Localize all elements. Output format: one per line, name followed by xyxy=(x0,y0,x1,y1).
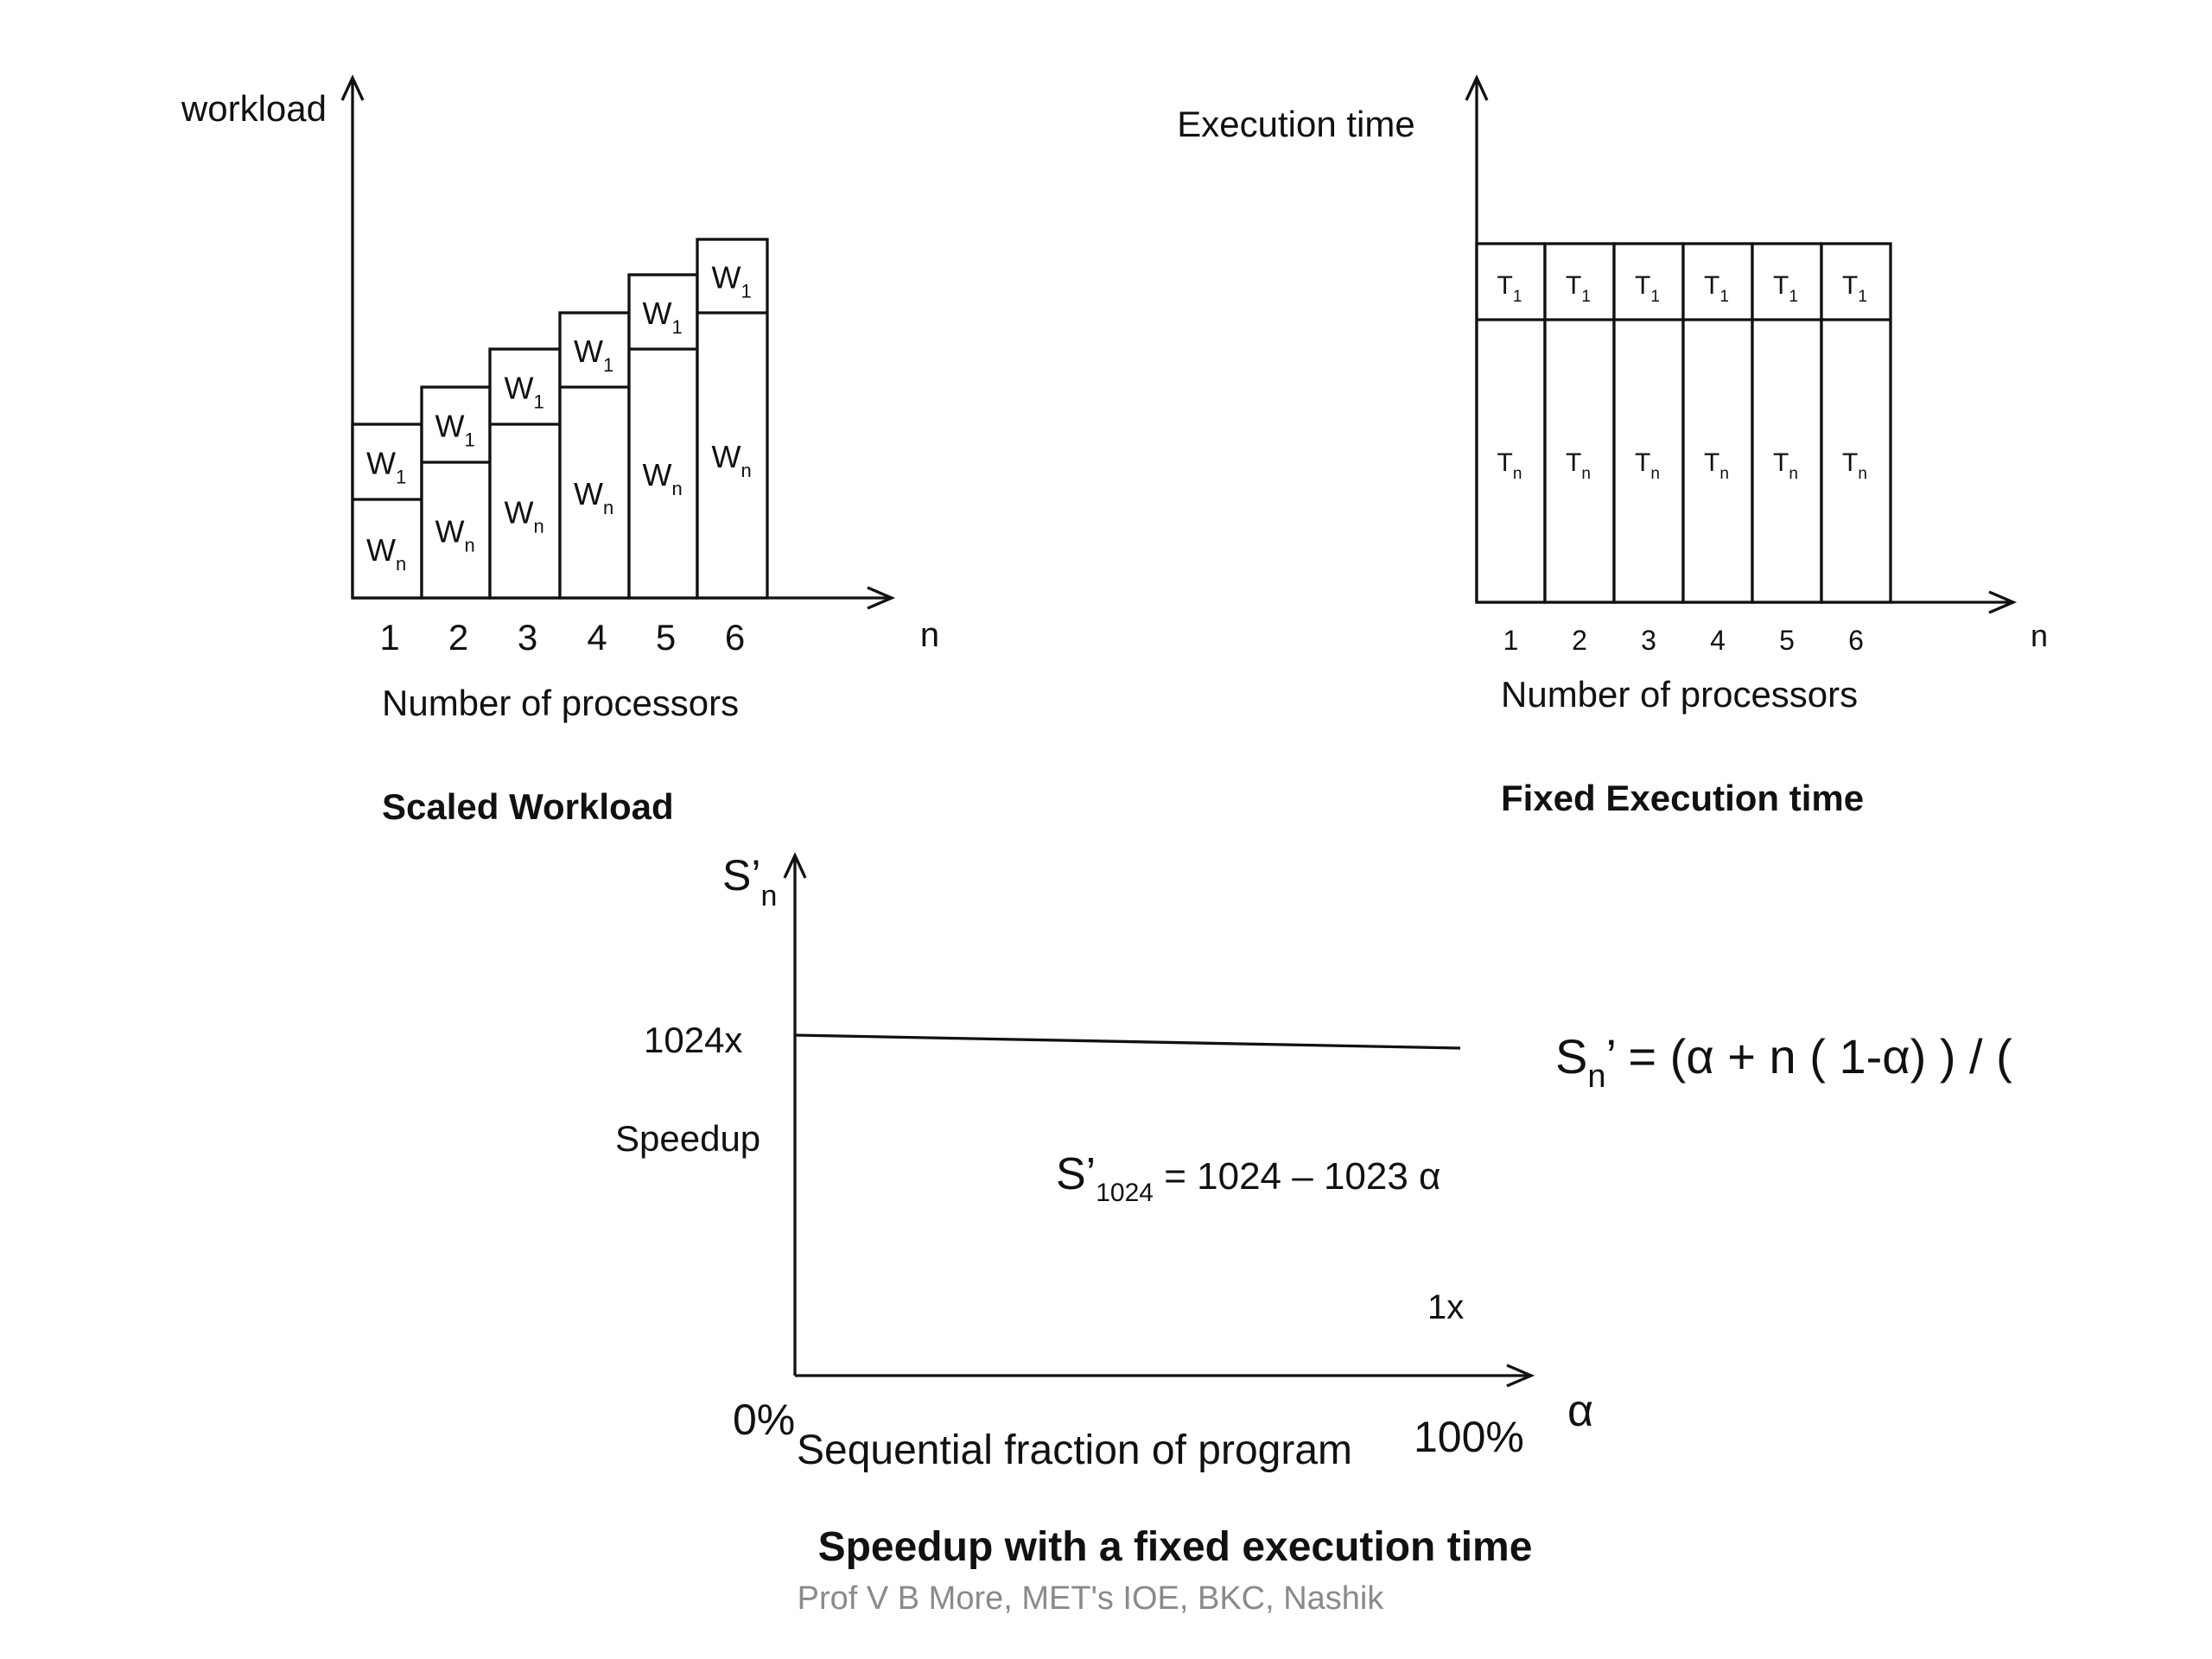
speedup-plot: S’n 1024x Speedup 0% 100% Sequential fra… xyxy=(615,851,2012,1570)
footer-credit: Prof V B More, MET's IOE, BKC, Nashik xyxy=(798,1580,1385,1617)
workload-x-tick: 2 xyxy=(448,617,468,658)
eq2-s: S’ xyxy=(1056,1149,1096,1199)
workload-bar xyxy=(627,273,699,600)
exec-tn-label: Tn xyxy=(1635,448,1660,483)
workload-bar xyxy=(420,385,492,600)
exec-x-tick: 2 xyxy=(1572,625,1587,656)
exec-bar xyxy=(1475,242,1547,604)
workload-x-label: Number of processors xyxy=(382,683,739,723)
speedup-caption: Speedup with a fixed execution time xyxy=(818,1524,1533,1570)
exec-tn-label: Tn xyxy=(1497,448,1522,483)
workload-bar xyxy=(696,238,769,600)
workload-y-arrowhead xyxy=(340,74,365,101)
exec-tn-label: Tn xyxy=(1842,448,1867,483)
exec-tn-label: Tn xyxy=(1704,448,1729,483)
exec-x-tick: 5 xyxy=(1779,625,1795,656)
exec-tn-label: Tn xyxy=(1773,448,1798,483)
exec-t1-label: T1 xyxy=(1566,271,1591,306)
workload-y-label: workload xyxy=(181,88,327,129)
exec-t1-label: T1 xyxy=(1842,271,1867,306)
workload-w1-label: W1 xyxy=(712,260,752,302)
eq1-s: S xyxy=(1555,1029,1587,1084)
speedup-y-arrowhead xyxy=(783,852,807,879)
workload-w1-label: W1 xyxy=(366,446,406,488)
workload-bar xyxy=(558,311,631,600)
workload-caption: Scaled Workload xyxy=(382,786,674,827)
exec-caption: Fixed Execution time xyxy=(1501,778,1864,818)
speedup-y-symbol-main: S’ xyxy=(722,851,760,899)
speedup-y-symbol: S’n xyxy=(722,851,777,912)
speedup-y-symbol-sub: n xyxy=(760,880,777,912)
speedup-x-arrowhead xyxy=(1506,1363,1535,1388)
speedup-equation-general: Sn’ = (α + n ( 1-α) ) / ( xyxy=(1555,1029,2012,1095)
workload-w1-label: W1 xyxy=(505,371,544,413)
eq1-rest: ’ = (α + n ( 1-α) ) / ( xyxy=(1606,1029,2013,1084)
exec-y-arrowhead xyxy=(1465,74,1489,101)
exec-x-symbol: n xyxy=(2031,618,2048,653)
workload-wn-label: Wn xyxy=(505,495,544,537)
speedup-y-label: Speedup xyxy=(615,1118,760,1159)
speedup-y-tick: 1024x xyxy=(644,1020,742,1060)
workload-x-tick: 6 xyxy=(725,617,745,658)
speedup-x-end: 100% xyxy=(1414,1413,1524,1461)
exec-x-tick: 3 xyxy=(1641,625,1656,656)
eq2-sub: 1024 xyxy=(1096,1179,1154,1207)
workload-wn-label: Wn xyxy=(643,457,683,499)
workload-wn-label: Wn xyxy=(574,476,613,518)
speedup-equation-1024: S’1024 = 1024 – 1023 α xyxy=(1056,1149,1441,1207)
exec-t1-label: T1 xyxy=(1635,271,1660,306)
workload-bar xyxy=(488,347,562,600)
exec-tn-label: Tn xyxy=(1566,448,1591,483)
workload-w1-label: W1 xyxy=(643,296,683,338)
exec-x-tick: 4 xyxy=(1710,625,1726,656)
workload-x-tick: 1 xyxy=(379,617,399,658)
speedup-line xyxy=(794,1033,1461,1050)
workload-x-tick: 5 xyxy=(656,617,676,658)
exec-t1-label: T1 xyxy=(1497,271,1522,306)
exec-t1-label: T1 xyxy=(1704,271,1729,306)
workload-w1-label: W1 xyxy=(435,409,475,451)
speedup-x-start: 0% xyxy=(733,1395,795,1444)
exec-y-label: Execution time xyxy=(1177,104,1414,144)
workload-x-symbol: n xyxy=(920,616,939,654)
exec-x-tick: 1 xyxy=(1503,625,1519,656)
exec-bar xyxy=(1820,242,1892,604)
scaled-workload-diagram: W1 Wn W1 Wn W1 Wn W1 Wn W1 Wn W1 Wn workload n 1 2 3 4… xyxy=(181,74,939,827)
exec-x-label: Number of processors xyxy=(1501,674,1858,715)
speedup-x-symbol: α xyxy=(1567,1386,1593,1436)
workload-bar xyxy=(351,423,423,600)
exec-bar xyxy=(1751,242,1823,604)
eq1-sub: n xyxy=(1587,1058,1605,1095)
workload-wn-label: Wn xyxy=(712,439,752,481)
workload-wn-label: Wn xyxy=(435,514,475,556)
exec-t1-label: T1 xyxy=(1773,271,1798,306)
exec-x-arrowhead xyxy=(1988,590,2018,614)
exec-x-tick: 6 xyxy=(1848,625,1864,656)
workload-wn-label: Wn xyxy=(366,532,406,575)
workload-w1-label: W1 xyxy=(574,334,613,376)
speedup-x-label: Sequential fraction of program xyxy=(797,1427,1352,1473)
speedup-point-label: 1x xyxy=(1427,1288,1464,1326)
exec-bar xyxy=(1681,242,1754,604)
eq2-rest: = 1024 – 1023 α xyxy=(1154,1155,1441,1198)
workload-x-tick: 4 xyxy=(587,617,607,658)
exec-bar xyxy=(1612,242,1685,604)
workload-x-arrowhead xyxy=(867,586,896,610)
workload-x-tick: 3 xyxy=(518,617,537,658)
